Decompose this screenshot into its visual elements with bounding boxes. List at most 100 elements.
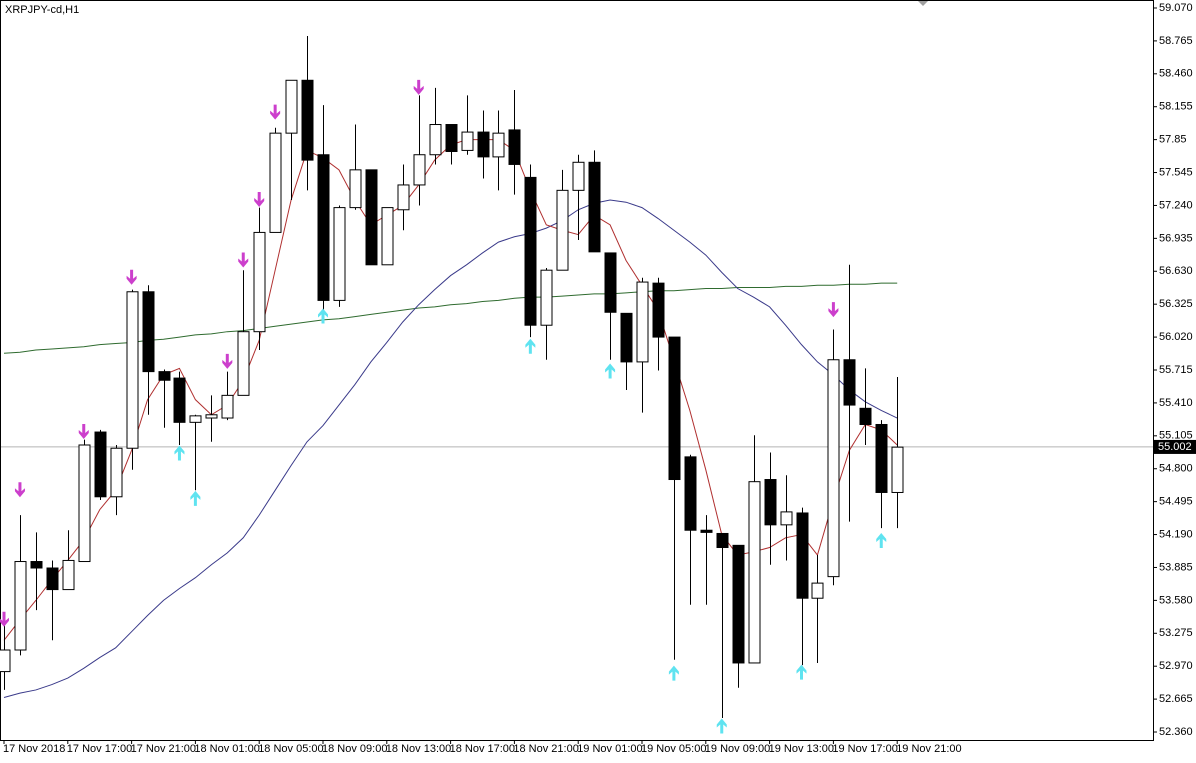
candle xyxy=(524,164,537,338)
candle xyxy=(365,169,378,266)
candle-body xyxy=(413,154,426,186)
candle-body xyxy=(796,512,809,599)
x-tick-label: 17 Nov 2018 xyxy=(3,743,65,755)
candle-body xyxy=(381,207,394,266)
candle-body xyxy=(110,447,123,498)
y-tick-label: 56.020 xyxy=(1159,331,1193,343)
candle-body xyxy=(14,561,27,651)
candle-body xyxy=(477,131,490,158)
candle xyxy=(142,285,155,415)
y-tick-label: 56.935 xyxy=(1159,232,1193,244)
down-arrow xyxy=(14,482,25,498)
candle xyxy=(891,377,904,529)
candle xyxy=(397,164,410,231)
candle xyxy=(780,475,793,561)
candle xyxy=(461,95,474,155)
candle xyxy=(317,105,330,311)
candle-body xyxy=(859,407,872,425)
candle-body xyxy=(508,129,521,165)
chart-title: XRPJPY-cd,H1 xyxy=(5,4,79,16)
x-tick-label: 18 Nov 01:00 xyxy=(194,743,259,755)
candle xyxy=(700,515,713,605)
candle-body xyxy=(62,559,75,591)
candle xyxy=(796,507,809,666)
y-tick-label: 55.715 xyxy=(1159,364,1193,376)
candle xyxy=(301,36,314,191)
candle-body xyxy=(445,124,458,152)
candle-body xyxy=(317,154,330,301)
candle xyxy=(556,169,569,271)
y-tick-label: 53.885 xyxy=(1159,561,1193,573)
down-arrow xyxy=(254,192,265,208)
candle-body xyxy=(269,132,282,233)
candle xyxy=(508,89,521,195)
candle-body xyxy=(652,282,665,338)
down-arrow xyxy=(0,611,9,627)
up-arrow xyxy=(190,490,201,506)
candle xyxy=(205,395,218,442)
y-tick-label: 56.630 xyxy=(1159,265,1193,277)
candle xyxy=(253,207,266,351)
candle-body xyxy=(205,414,218,419)
down-arrow xyxy=(270,104,281,120)
y-tick-label: 52.665 xyxy=(1159,693,1193,705)
x-tick-label: 18 Nov 09:00 xyxy=(322,743,387,755)
candle-body xyxy=(620,312,633,363)
candle xyxy=(732,544,745,688)
down-arrow xyxy=(126,269,137,285)
candle xyxy=(333,205,346,307)
x-tick-label: 17 Nov 17:00 xyxy=(67,743,132,755)
x-tick-label: 17 Nov 21:00 xyxy=(131,743,196,755)
candle xyxy=(14,515,27,656)
candle xyxy=(445,124,458,165)
candle xyxy=(604,252,617,360)
candle xyxy=(875,420,888,529)
candle-body xyxy=(556,189,569,271)
x-tick-label: 18 Nov 13:00 xyxy=(386,743,451,755)
candle xyxy=(381,207,394,266)
up-arrow xyxy=(318,308,328,324)
candle xyxy=(540,268,553,360)
candle-body xyxy=(189,415,202,423)
candle-body xyxy=(716,532,729,549)
candle xyxy=(764,452,777,565)
candle-body xyxy=(588,161,601,253)
up-arrow xyxy=(716,718,727,734)
candle xyxy=(620,312,633,390)
candle xyxy=(126,289,139,470)
candle xyxy=(748,435,761,664)
down-arrow xyxy=(78,424,89,440)
y-tick-label: 58.460 xyxy=(1159,68,1193,80)
candle xyxy=(668,336,681,660)
candle xyxy=(285,79,298,201)
moving-average-line xyxy=(3,199,898,698)
candle xyxy=(349,124,362,210)
y-tick-label: 56.325 xyxy=(1159,298,1193,310)
up-arrow xyxy=(605,363,616,379)
candle xyxy=(492,110,505,191)
shift-marker xyxy=(918,1,928,6)
current-price-box xyxy=(1154,439,1196,454)
candle-body xyxy=(126,291,139,449)
candle-body xyxy=(843,359,856,406)
candle xyxy=(94,429,107,501)
candle xyxy=(429,87,442,165)
candle-body xyxy=(604,252,617,313)
candle-body xyxy=(429,124,442,156)
candle xyxy=(221,371,234,421)
candle-body xyxy=(572,161,585,191)
y-tick-label: 53.275 xyxy=(1159,627,1193,639)
candle xyxy=(269,127,282,233)
candle-body xyxy=(237,331,250,396)
y-tick-label: 57.240 xyxy=(1159,199,1193,211)
candle-body xyxy=(732,544,745,664)
y-tick-label: 58.765 xyxy=(1159,35,1193,47)
candle-body xyxy=(365,169,378,266)
candle-body xyxy=(524,176,537,326)
y-tick-label: 58.155 xyxy=(1159,101,1193,113)
candle-body xyxy=(668,336,681,481)
candle xyxy=(0,615,11,690)
candle xyxy=(158,369,171,428)
candle-body xyxy=(142,291,155,373)
